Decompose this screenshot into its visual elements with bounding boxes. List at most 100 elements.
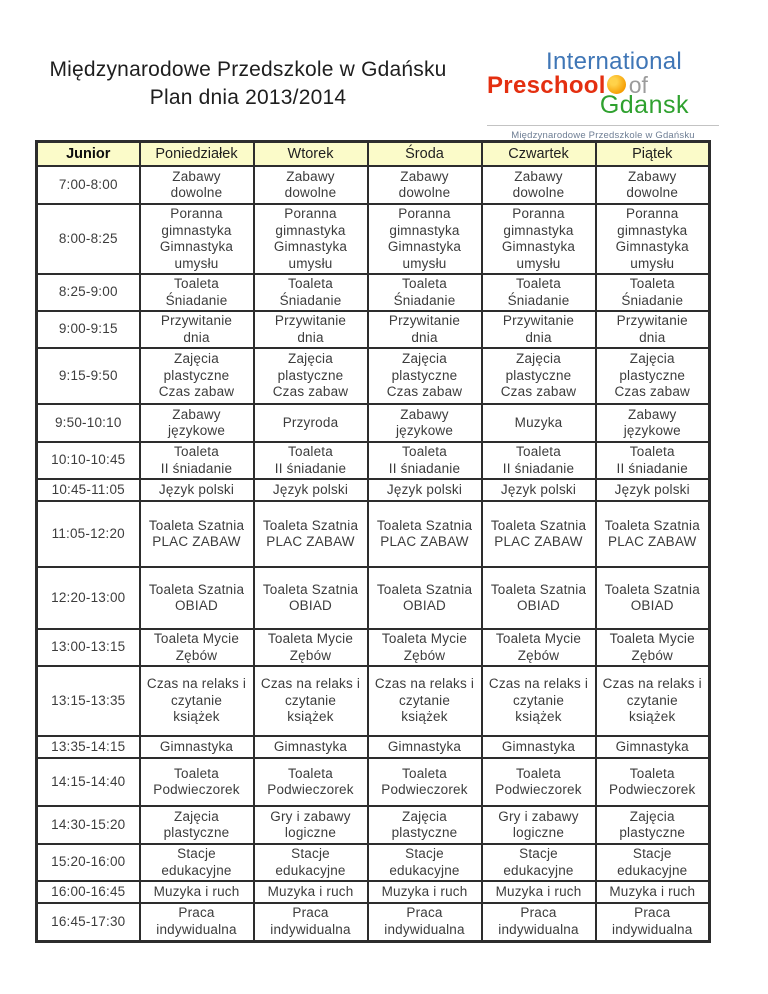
schedule-row: 16:45-17:30 Praca indywidualna Praca indyw… [35, 902, 711, 942]
activity-cell: Zabawy językowe [138, 403, 255, 443]
activity-cell: Gry i zabawy logiczne [480, 805, 597, 845]
time-slot: 11:05-12:20 [35, 500, 141, 568]
header-row: Junior Poniedziałek Wtorek Środa Czwartek Pią… [35, 140, 711, 167]
activity-cell: Toaleta Podwieczorek [138, 757, 255, 807]
activity-cell: Toaleta Szatnia PLAC ZABAW [366, 500, 483, 568]
activity-cell: Toaleta II śniadanie [252, 441, 369, 480]
activity-cell: Toaleta Mycie Zębów [480, 628, 597, 667]
schedule-row: 9:50-10:10 Zabawy językowe Przyroda Zabawy … [35, 403, 711, 443]
activity-cell: Praca indywidualna [594, 902, 711, 942]
activity-cell: Zabawy językowe [366, 403, 483, 443]
logo-word-of: of [628, 72, 648, 98]
schedule-table-head: Junior Poniedziałek Wtorek Środa Czwartek Pią… [35, 140, 711, 167]
time-slot: 8:25-9:00 [35, 273, 141, 312]
title-line-plan: Plan dnia 2013/2014 [149, 86, 347, 109]
time-slot: 13:15-13:35 [35, 665, 141, 737]
activity-cell: Toaleta Śniadanie [138, 273, 255, 312]
schedule-table-body: 7:00-8:00 Zabawy dowolne Zabawy dowolne Zab… [35, 165, 711, 942]
activity-cell: Toaleta Szatnia PLAC ZABAW [480, 500, 597, 568]
activity-cell: Język polski [138, 478, 255, 502]
schedule-row: 14:15-14:40 Toaleta Podwieczorek Toaleta P… [35, 757, 711, 807]
activity-cell: Zajęcia plastyczne Czas zabaw [480, 347, 597, 405]
activity-cell: Toaleta II śniadanie [480, 441, 597, 480]
logo-line-preschool-of: Preschool of [487, 72, 719, 99]
page-title: Międzynarodowe Przedszkole w Gdańsku Pla… [28, 56, 468, 112]
schedule-row: 13:35-14:15 Gimnastyka Gimnastyka Gimnastyk… [35, 735, 711, 759]
activity-cell: Muzyka i ruch [138, 880, 255, 904]
time-slot: 9:15-9:50 [35, 347, 141, 405]
activity-cell: Czas na relaks i czytanie książek [252, 665, 369, 737]
time-slot: 9:00-9:15 [35, 310, 141, 349]
time-slot: 15:20-16:00 [35, 843, 141, 882]
activity-cell: Przywitanie dnia [252, 310, 369, 349]
activity-cell: Zajęcia plastyczne [138, 805, 255, 845]
activity-cell: Język polski [594, 478, 711, 502]
activity-cell: Toaleta Mycie Zębów [138, 628, 255, 667]
schedule-row: 9:15-9:50 Zajęcia plastyczne Czas zabaw Za… [35, 347, 711, 405]
time-slot: 12:20-13:00 [35, 566, 141, 630]
activity-cell: Stacje edukacyjne [594, 843, 711, 882]
activity-cell: Przyroda [252, 403, 369, 443]
activity-cell: Praca indywidualna [366, 902, 483, 942]
schedule-row: 8:25-9:00 Toaleta Śniadanie Toaleta Śniada… [35, 273, 711, 312]
activity-cell: Zajęcia plastyczne Czas zabaw [366, 347, 483, 405]
activity-cell: Stacje edukacyjne [480, 843, 597, 882]
schedule-row: 12:20-13:00 Toaleta Szatnia OBIAD Toaleta … [35, 566, 711, 630]
schedule-table: Junior Poniedziałek Wtorek Środa Czwartek Pią… [35, 140, 711, 943]
time-slot: 13:00-13:15 [35, 628, 141, 667]
activity-cell: Zabawy dowolne [252, 165, 369, 205]
activity-cell: Muzyka i ruch [594, 880, 711, 904]
logo-word-gdansk: Gdansk [599, 91, 689, 119]
column-header-day: Poniedziałek [138, 140, 255, 167]
activity-cell: Poranna gimnastyka Gimnastyka umysłu [252, 203, 369, 275]
activity-cell: Toaleta Szatnia OBIAD [594, 566, 711, 630]
title-line-school-name: Międzynarodowe Przedszkole w Gdańsku [49, 58, 447, 81]
activity-cell: Toaleta Szatnia PLAC ZABAW [594, 500, 711, 568]
activity-cell: Toaleta Szatnia OBIAD [480, 566, 597, 630]
time-slot: 13:35-14:15 [35, 735, 141, 759]
column-header-day: Wtorek [252, 140, 369, 167]
activity-cell: Toaleta Śniadanie [366, 273, 483, 312]
activity-cell: Toaleta Mycie Zębów [594, 628, 711, 667]
activity-cell: Poranna gimnastyka Gimnastyka umysłu [480, 203, 597, 275]
sun-icon [606, 75, 626, 95]
activity-cell: Zajęcia plastyczne [366, 805, 483, 845]
activity-cell: Poranna gimnastyka Gimnastyka umysłu [366, 203, 483, 275]
time-slot: 14:15-14:40 [35, 757, 141, 807]
activity-cell: Toaleta Podwieczorek [594, 757, 711, 807]
activity-cell: Toaleta Szatnia OBIAD [252, 566, 369, 630]
activity-cell: Toaleta Szatnia PLAC ZABAW [138, 500, 255, 568]
activity-cell: Zabawy dowolne [480, 165, 597, 205]
activity-cell: Czas na relaks i czytanie książek [138, 665, 255, 737]
activity-cell: Toaleta Mycie Zębów [252, 628, 369, 667]
activity-cell: Zajęcia plastyczne [594, 805, 711, 845]
activity-cell: Czas na relaks i czytanie książek [366, 665, 483, 737]
activity-cell: Toaleta Podwieczorek [480, 757, 597, 807]
activity-cell: Praca indywidualna [252, 902, 369, 942]
activity-cell: Stacje edukacyjne [252, 843, 369, 882]
activity-cell: Zabawy dowolne [594, 165, 711, 205]
activity-cell: Stacje edukacyjne [366, 843, 483, 882]
activity-cell: Gimnastyka [594, 735, 711, 759]
activity-cell: Toaleta Mycie Zębów [366, 628, 483, 667]
activity-cell: Praca indywidualna [480, 902, 597, 942]
time-slot: 16:00-16:45 [35, 880, 141, 904]
activity-cell: Muzyka [480, 403, 597, 443]
column-header-day: Środa [366, 140, 483, 167]
activity-cell: Zajęcia plastyczne Czas zabaw [138, 347, 255, 405]
schedule-row: 13:00-13:15 Toaleta Mycie Zębów Toaleta My… [35, 628, 711, 667]
activity-cell: Toaleta Podwieczorek [252, 757, 369, 807]
activity-cell: Język polski [252, 478, 369, 502]
schedule-row: 16:00-16:45 Muzyka i ruch Muzyka i ruch Muz… [35, 880, 711, 904]
activity-cell: Zajęcia plastyczne Czas zabaw [594, 347, 711, 405]
document-header: Międzynarodowe Przedszkole w Gdańsku Pla… [0, 0, 768, 141]
schedule-row: 10:10-10:45 Toaleta II śniadanie Toaleta I… [35, 441, 711, 480]
activity-cell: Gimnastyka [252, 735, 369, 759]
activity-cell: Gry i zabawy logiczne [252, 805, 369, 845]
schedule-row: 7:00-8:00 Zabawy dowolne Zabawy dowolne Zab… [35, 165, 711, 205]
activity-cell: Toaleta Szatnia PLAC ZABAW [252, 500, 369, 568]
column-header-day: Piątek [594, 140, 711, 167]
activity-cell: Muzyka i ruch [366, 880, 483, 904]
schedule-row: 9:00-9:15 Przywitanie dnia Przywitanie dni… [35, 310, 711, 349]
